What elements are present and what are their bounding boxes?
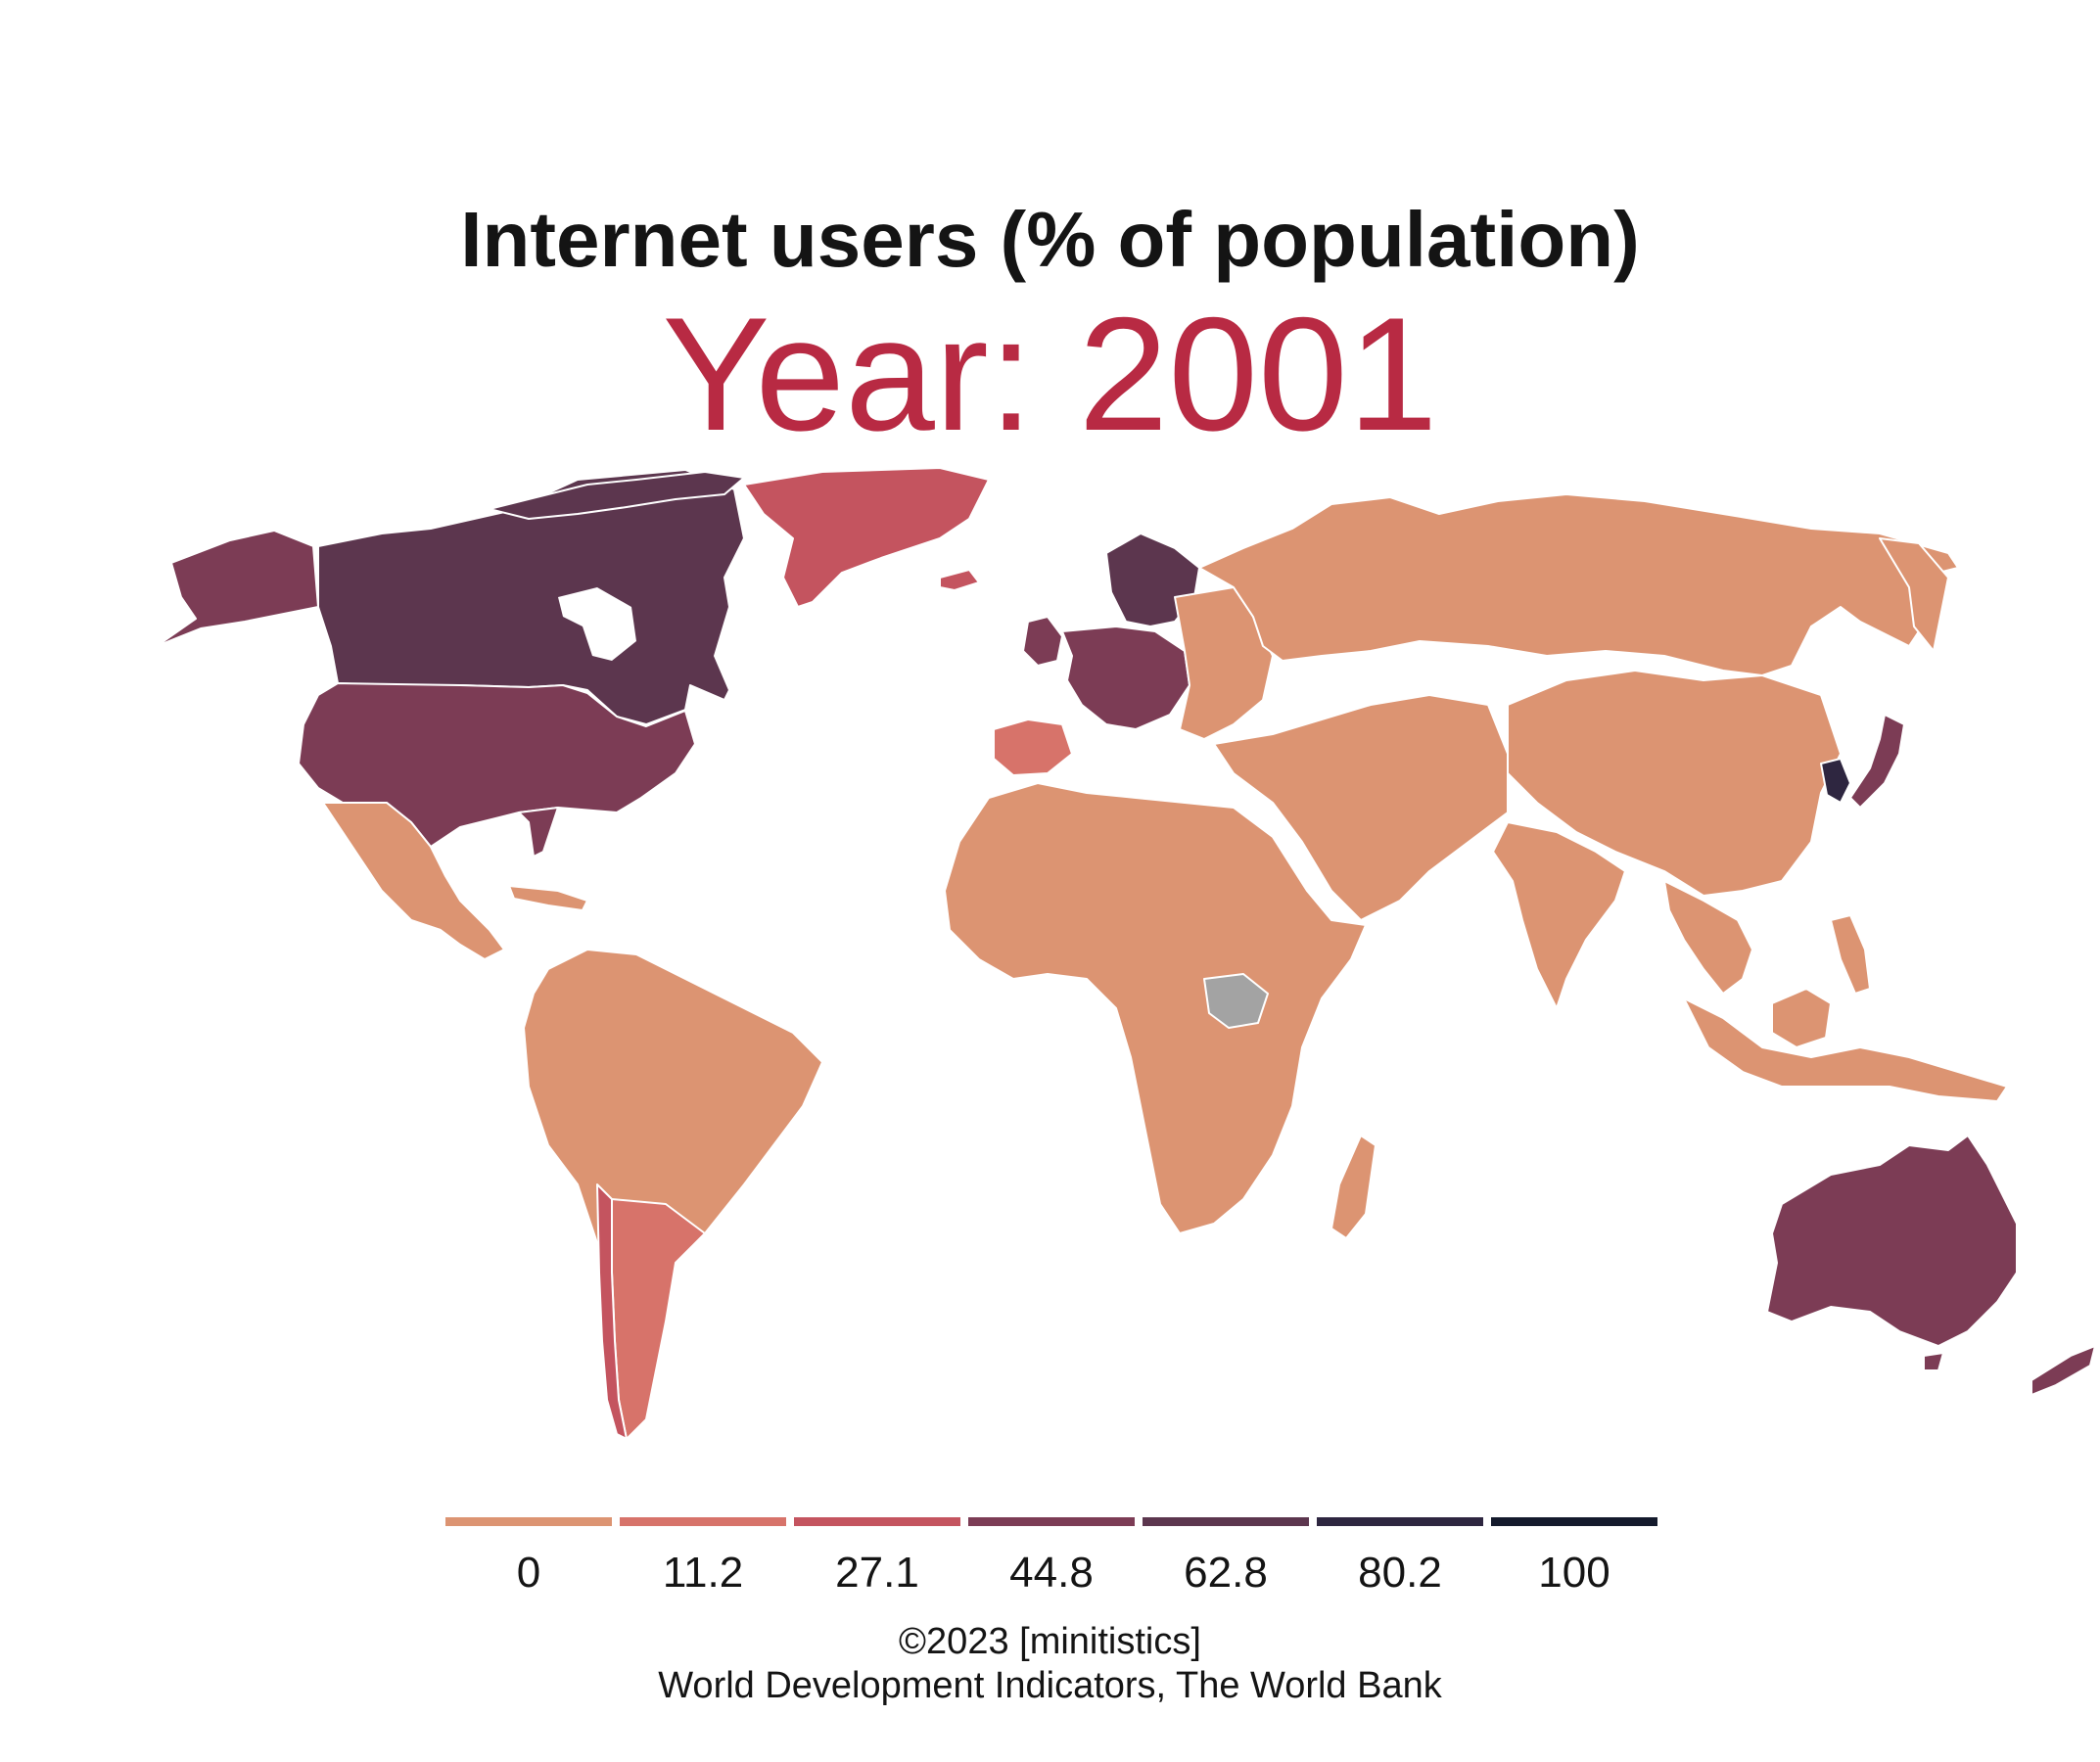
credit-text: ©2023 [minitistics] (899, 1621, 1201, 1662)
region-new-zealand[interactable] (2030, 1345, 2096, 1396)
region-south-sudan[interactable] (1203, 973, 1269, 1029)
source-text: World Development Indicators, The World … (658, 1665, 1442, 1706)
region-russia[interactable] (1198, 493, 1959, 676)
region-south-korea[interactable] (1820, 758, 1851, 804)
legend-swatch (968, 1517, 1135, 1526)
region-usa[interactable] (298, 682, 696, 848)
region-indonesia[interactable] (1683, 997, 2008, 1102)
region-southeast-asia[interactable] (1663, 880, 1753, 995)
world-choropleth-map (156, 467, 2096, 1440)
region-mexico[interactable] (322, 802, 505, 960)
water-hudson-bay (558, 587, 636, 661)
region-alaska[interactable] (156, 530, 319, 647)
legend-swatch (1491, 1517, 1657, 1526)
region-madagascar[interactable] (1330, 1135, 1377, 1239)
region-japan[interactable] (1849, 714, 1905, 809)
legend-tick-label: 11.2 (662, 1549, 744, 1597)
region-tasmania[interactable] (1923, 1352, 1944, 1371)
legend-tick-label: 62.8 (1184, 1549, 1268, 1597)
region-iberia[interactable] (993, 719, 1073, 776)
region-middle-east[interactable] (1213, 694, 1509, 921)
legend-swatch (620, 1517, 786, 1526)
legend-tick-label: 80.2 (1358, 1549, 1442, 1597)
region-arctic-islands[interactable] (489, 471, 745, 520)
region-caribbean[interactable] (508, 885, 588, 911)
region-kamchatka[interactable] (1879, 537, 1949, 652)
region-south-america[interactable] (523, 949, 823, 1440)
region-iceland[interactable] (939, 569, 980, 591)
region-china[interactable] (1507, 670, 1842, 897)
color-legend: 0 11.2 27.1 44.8 62.8 80.2 100 (445, 1517, 1657, 1615)
region-greenland[interactable] (743, 467, 990, 608)
legend-swatch (1143, 1517, 1309, 1526)
region-chile[interactable] (596, 1183, 628, 1440)
region-philippines[interactable] (1830, 914, 1871, 995)
year-label: Year: 2001 (662, 284, 1438, 464)
legend-swatch (445, 1517, 612, 1526)
region-india[interactable] (1492, 821, 1626, 1009)
region-argentina[interactable] (611, 1198, 706, 1440)
region-borneo[interactable] (1771, 988, 1832, 1048)
region-australia[interactable] (1766, 1135, 2018, 1347)
region-africa[interactable] (944, 782, 1367, 1234)
legend-tick-label: 0 (516, 1549, 541, 1597)
legend-swatch (794, 1517, 960, 1526)
legend-tick-label: 44.8 (1009, 1549, 1094, 1597)
legend-tick-label: 27.1 (835, 1549, 919, 1597)
legend-swatch (1317, 1517, 1483, 1526)
region-uk[interactable] (1022, 616, 1063, 667)
legend-tick-label: 100 (1538, 1549, 1610, 1597)
map-title: Internet users (% of population) (460, 196, 1640, 283)
region-florida[interactable] (518, 807, 559, 858)
region-western-europe[interactable] (1061, 626, 1190, 730)
